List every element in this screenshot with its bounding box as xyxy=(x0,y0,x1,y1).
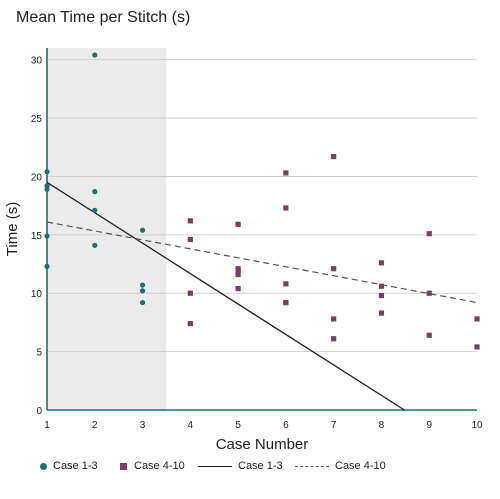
legend-label: Case 1-3 xyxy=(238,460,283,472)
data-point-case-4-10 xyxy=(331,266,337,272)
legend-item-case-1-3-points: Case 1-3 xyxy=(40,460,98,472)
data-point-case-1-3 xyxy=(139,288,146,294)
trend-line-case-4-10 xyxy=(46,221,478,304)
data-point-case-4-10 xyxy=(235,268,241,274)
y-tick-label: 5 xyxy=(36,348,42,359)
data-point-case-4-10 xyxy=(331,336,337,342)
data-point-case-4-10 xyxy=(283,281,289,287)
data-point-case-1-3 xyxy=(139,227,146,233)
data-point-case-1-3 xyxy=(92,52,98,58)
trend-line-case-1-3 xyxy=(46,181,405,411)
data-point-case-4-10 xyxy=(187,236,193,243)
data-point-case-4-10 xyxy=(235,271,241,278)
x-tick-label: 1 xyxy=(44,420,50,431)
legend-item-case-1-3-line: Case 1-3 xyxy=(198,460,283,472)
x-tick-label: 9 xyxy=(426,420,432,431)
y-tick-label: 15 xyxy=(31,231,43,242)
data-point-case-1-3 xyxy=(92,189,98,195)
data-point-case-4-10 xyxy=(283,299,289,306)
data-point-case-4-10 xyxy=(378,260,385,266)
y-tick-label: 30 xyxy=(31,56,43,67)
data-point-case-4-10 xyxy=(378,310,385,316)
x-tick-label: 4 xyxy=(188,420,194,431)
x-axis-label: Case Number xyxy=(216,436,309,453)
x-tick-label: 2 xyxy=(92,420,98,431)
shaded-region xyxy=(47,48,167,410)
legend-label: Case 1-3 xyxy=(53,460,98,472)
data-point-case-4-10 xyxy=(187,320,193,327)
x-tick-label: 8 xyxy=(379,420,385,431)
legend-square-marker xyxy=(120,462,127,470)
data-point-case-4-10 xyxy=(187,218,193,224)
data-point-case-1-3 xyxy=(92,242,98,248)
data-point-case-4-10 xyxy=(426,332,432,338)
legend-dashed-line xyxy=(295,465,329,467)
data-point-case-4-10 xyxy=(378,283,385,289)
data-point-case-4-10 xyxy=(331,316,337,322)
legend-label: Case 4-10 xyxy=(335,460,386,472)
y-axis-label: Time (s) xyxy=(4,202,21,256)
data-point-case-1-3 xyxy=(44,263,50,269)
legend-item-case-4-10-line: Case 4-10 xyxy=(295,460,386,472)
data-point-case-4-10 xyxy=(235,221,241,227)
data-point-case-4-10 xyxy=(426,290,432,296)
legend-solid-line xyxy=(198,465,232,467)
x-tick-label: 3 xyxy=(140,420,146,431)
chart-title: Mean Time per Stitch (s) xyxy=(16,9,191,26)
x-tick-label: 6 xyxy=(283,420,289,431)
legend-item-case-4-10-points: Case 4-10 xyxy=(120,460,185,472)
y-tick-label: 20 xyxy=(31,172,43,183)
chart-legend: Case 1-3 Case 4-10 Case 1-3 Case 4-10 xyxy=(40,460,480,476)
data-point-case-1-3 xyxy=(44,169,50,175)
data-point-case-4-10 xyxy=(283,170,289,176)
data-point-case-1-3 xyxy=(92,207,98,213)
data-point-case-4-10 xyxy=(187,290,193,296)
y-tick-label: 10 xyxy=(31,289,43,300)
data-point-case-1-3 xyxy=(44,186,50,192)
data-point-case-1-3 xyxy=(44,233,50,239)
data-point-case-4-10 xyxy=(426,231,432,237)
data-point-case-4-10 xyxy=(235,285,241,292)
y-tick-label: 25 xyxy=(31,114,43,125)
x-tick-label: 5 xyxy=(235,420,241,431)
x-tick-label: 10 xyxy=(471,420,483,431)
data-point-case-4-10 xyxy=(378,292,385,299)
y-tick-label: 0 xyxy=(36,406,42,417)
data-point-case-4-10 xyxy=(474,344,480,350)
legend-label: Case 4-10 xyxy=(134,460,185,472)
data-point-case-4-10 xyxy=(331,154,337,160)
data-point-case-4-10 xyxy=(474,316,480,322)
legend-circle-marker xyxy=(40,462,47,470)
data-point-case-1-3 xyxy=(139,299,146,306)
data-point-case-1-3 xyxy=(139,282,146,288)
data-point-case-4-10 xyxy=(283,205,289,211)
x-tick-label: 7 xyxy=(331,420,337,431)
